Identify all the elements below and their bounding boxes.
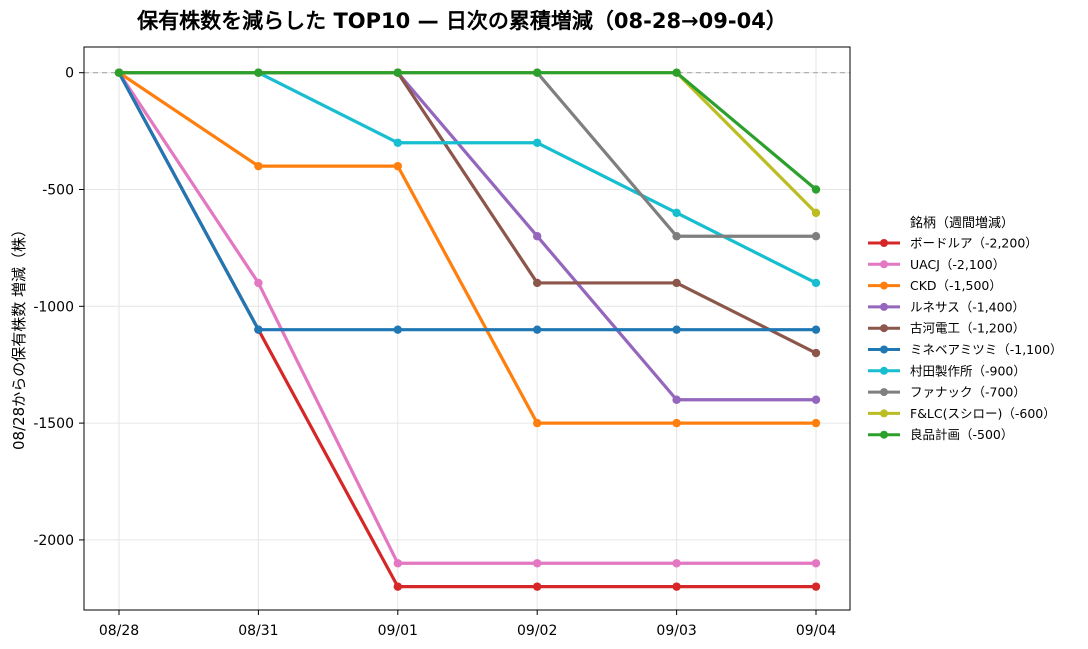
data-point [672,395,681,404]
legend-item: 良品計画（-500） [868,427,1013,442]
x-tick-label: 09/03 [656,623,696,639]
data-point [393,559,402,568]
y-tick-label: -500 [42,183,74,199]
legend-label: ボードルア（-2,200） [910,236,1038,251]
legend-label: ファナック（-700） [910,385,1026,400]
y-axis-ticks: 0 -500 -1000 -1500 -2000 [33,66,84,549]
data-point [533,325,542,334]
data-point [811,185,821,194]
series-line [117,71,818,425]
data-point [672,418,681,428]
plot-area-frame [83,46,851,611]
series-line [117,71,818,565]
data-point [393,138,402,147]
data-point [811,232,821,241]
data-point [393,325,402,334]
legend-item: UACJ（-2,100） [868,257,1005,272]
data-point [811,395,821,404]
legend-title: 銘柄（週間増減） [910,215,1014,231]
series-line [117,71,818,332]
legend: 銘柄（週間増減） ボードルア（-2,200） UACJ（-2,100） CKD（-1… [868,215,1063,442]
data-point [533,559,542,568]
legend-label: CKD（-1,500） [910,278,1002,293]
legend-label: ミネベアミツミ（-1,100） [910,342,1063,357]
series-group [114,68,821,194]
data-point [533,68,542,77]
data-point [672,68,681,77]
data-point [811,278,821,288]
data-point [393,161,402,171]
x-tick-label: 09/04 [796,623,836,639]
legend-item: 古河電工（-1,200） [868,321,1025,336]
x-tick-label: 09/02 [517,623,557,639]
legend-swatch-marker [880,281,888,290]
legend-label: 古河電工（-1,200） [910,321,1025,336]
data-point [672,232,681,241]
series-line [117,71,818,192]
legend-swatch-marker [880,366,888,375]
series-group [114,68,821,428]
y-tick-label: -2000 [33,533,74,549]
data-point [811,559,821,568]
x-tick-label: 09/01 [378,623,418,639]
legend-item: ファナック（-700） [868,385,1026,400]
data-point [254,325,263,334]
data-point [672,582,681,591]
legend-label: F&LC(スシロー)（-600） [910,406,1056,421]
legend-item: ボードルア（-2,200） [868,236,1038,251]
data-point [672,208,681,218]
data-point [533,418,542,428]
y-tick-label: -1000 [33,299,74,315]
legend-label: ルネサス（-1,400） [910,299,1025,314]
data-point [114,68,124,77]
data-point [672,559,681,568]
legend-swatch-marker [880,239,888,247]
legend-item: 村田製作所（-900） [868,363,1026,378]
data-point [533,582,542,591]
legend-swatch-marker [880,430,888,439]
y-tick-label: 0 [65,66,74,82]
legend-item: CKD（-1,500） [868,278,1002,293]
data-point [811,348,821,358]
x-tick-label: 08/31 [238,623,278,639]
data-point [393,68,402,77]
legend-swatch-marker [880,302,888,311]
legend-label: 村田製作所（-900） [910,363,1026,378]
series-group [114,68,821,334]
data-point [811,582,821,591]
y-axis-label: 08/28からの保有株数 増減（株） [10,222,28,450]
data-point [533,278,542,288]
data-point [811,325,821,334]
legend-swatch-marker [880,388,888,397]
legend-label: 良品計画（-500） [910,427,1013,442]
legend-label: UACJ（-2,100） [910,257,1005,272]
x-tick-label: 08/28 [99,623,139,639]
data-point [811,208,821,218]
legend-swatch-marker [880,345,888,354]
legend-item: ルネサス（-1,400） [868,299,1025,314]
data-point [672,325,681,334]
x-axis-ticks: 08/28 08/31 09/01 09/02 09/03 09/04 [99,610,836,639]
data-point [254,161,263,171]
y-tick-label: -1500 [33,416,74,432]
legend-swatch-marker [880,324,888,333]
series-line [117,71,818,355]
chart-title: 保有株数を減らした TOP10 — 日次の累積増減（08-28→09-04） [136,9,787,33]
series-lines [114,68,821,591]
data-point [254,278,263,288]
legend-swatch-marker [880,409,888,418]
data-point [393,582,402,591]
data-point [533,138,542,147]
legend-item: ミネベアミツミ（-1,100） [868,342,1063,357]
data-point [533,232,542,241]
data-point [811,418,821,428]
data-point [254,68,263,77]
data-point [672,278,681,288]
legend-swatch-marker [880,260,888,269]
legend-item: F&LC(スシロー)（-600） [868,406,1056,421]
